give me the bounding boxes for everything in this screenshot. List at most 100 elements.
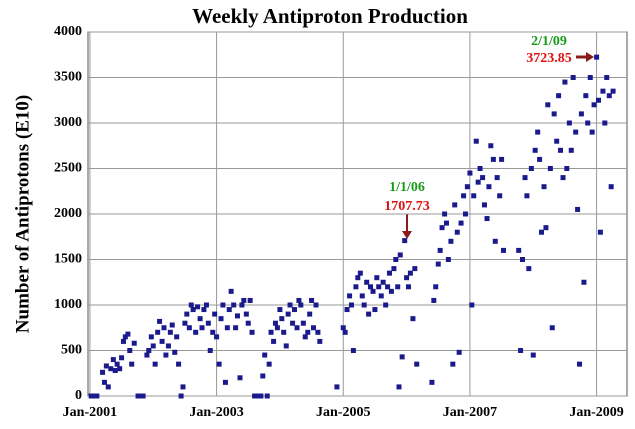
point	[224, 325, 230, 331]
point	[344, 307, 350, 313]
point	[464, 184, 470, 190]
point	[370, 288, 376, 294]
point	[452, 202, 458, 208]
point	[490, 156, 496, 162]
point	[595, 97, 601, 103]
point	[442, 211, 448, 217]
point	[94, 393, 100, 399]
point	[287, 302, 293, 308]
point	[315, 329, 321, 335]
point	[131, 340, 137, 346]
point	[176, 361, 182, 367]
point	[110, 357, 116, 363]
point	[488, 143, 494, 149]
point	[519, 257, 525, 262]
point	[174, 334, 180, 340]
point	[216, 361, 222, 367]
y-tick-label: 1000	[54, 297, 82, 312]
point	[247, 297, 253, 303]
point	[155, 329, 161, 335]
point	[226, 307, 232, 313]
point	[591, 102, 597, 108]
point	[201, 307, 207, 313]
point	[404, 275, 410, 281]
point	[193, 329, 199, 335]
point	[144, 352, 150, 358]
point	[212, 311, 218, 317]
point	[602, 120, 608, 126]
point	[431, 297, 437, 303]
point	[388, 288, 394, 294]
point	[340, 325, 346, 331]
point	[439, 225, 445, 231]
point	[249, 329, 255, 335]
point	[361, 302, 367, 308]
point	[518, 348, 524, 353]
x-tick-label: Jan-2009	[569, 405, 623, 420]
point	[178, 393, 184, 399]
point	[197, 316, 203, 322]
point	[570, 75, 576, 80]
point	[159, 338, 165, 344]
point	[608, 184, 614, 190]
point	[524, 193, 530, 199]
point	[376, 284, 382, 290]
point	[526, 266, 532, 272]
point	[541, 184, 547, 190]
point	[587, 75, 593, 80]
point	[429, 379, 435, 385]
y-tick-label: 500	[61, 343, 82, 358]
point	[500, 247, 506, 253]
point	[207, 348, 213, 353]
point	[135, 393, 141, 399]
point	[222, 379, 228, 385]
point	[241, 297, 247, 303]
point	[562, 79, 568, 85]
point	[443, 220, 449, 226]
point	[190, 307, 196, 313]
point	[386, 270, 392, 276]
y-tick-label: 0	[75, 388, 82, 403]
point	[437, 247, 443, 253]
point	[450, 361, 456, 367]
y-tick-label: 2000	[54, 206, 82, 221]
point	[366, 311, 372, 317]
point	[538, 229, 544, 235]
point	[165, 343, 171, 349]
point	[594, 54, 600, 60]
annotation-date: 2/1/09	[531, 34, 567, 49]
point	[146, 348, 152, 353]
point	[435, 261, 441, 267]
point	[610, 88, 616, 94]
point	[600, 88, 606, 94]
point	[412, 266, 418, 272]
point	[112, 368, 118, 374]
point	[359, 293, 365, 299]
point	[532, 147, 538, 153]
point	[180, 384, 186, 390]
point	[105, 384, 111, 390]
point	[583, 93, 589, 99]
point	[172, 349, 178, 355]
point	[537, 156, 543, 162]
point	[218, 316, 224, 322]
point	[545, 102, 551, 108]
point	[228, 288, 234, 294]
point	[549, 325, 555, 331]
x-tick-label: Jan-2003	[189, 405, 243, 420]
point	[290, 320, 296, 326]
point	[395, 284, 401, 290]
point	[557, 147, 563, 153]
point	[253, 393, 259, 399]
point	[499, 156, 505, 162]
x-tick-label: Jan-2007	[443, 405, 497, 420]
point	[152, 361, 158, 367]
point	[467, 170, 473, 176]
point	[302, 334, 308, 340]
point	[458, 220, 464, 226]
point	[405, 284, 411, 290]
point	[372, 307, 378, 313]
point	[298, 302, 304, 308]
